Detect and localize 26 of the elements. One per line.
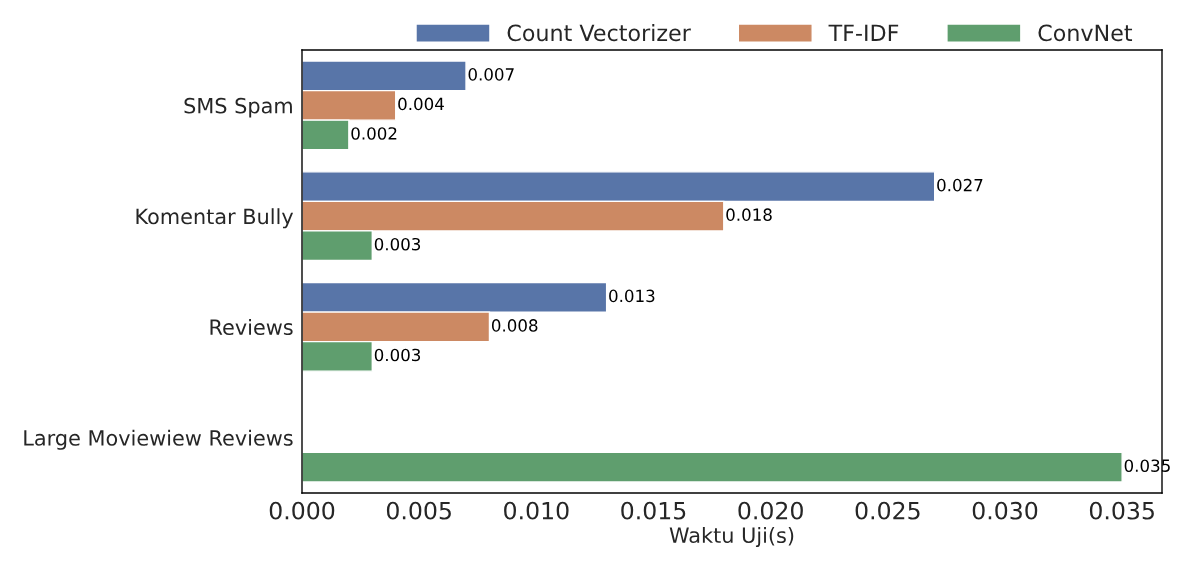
data-label: 0.004	[398, 97, 444, 111]
x-axis-title: Waktu Uji(s)	[669, 526, 794, 548]
data-label: 0.008	[491, 319, 538, 332]
data-label: 0.002	[351, 127, 397, 140]
data-label: 0.003	[374, 348, 421, 362]
x-tick-label: 0.015	[621, 501, 686, 520]
data-label: 0.013	[609, 289, 655, 303]
bar	[302, 451, 1123, 483]
x-tick-label: 0.005	[386, 501, 451, 520]
legend-label: Count Vectorizer	[507, 24, 691, 42]
legend-label: TF-IDF	[828, 24, 899, 41]
y-tick-label: Reviews	[210, 318, 293, 336]
data-label: 0.018	[726, 208, 772, 221]
x-tick-label: 0.020	[738, 501, 803, 520]
data-label: 0.027	[937, 178, 983, 192]
x-tick-label: 0.000	[269, 501, 335, 520]
y-tick-label: Large Moviewiew Reviews	[24, 429, 293, 450]
y-tick-label: SMS Spam	[184, 97, 292, 118]
x-tick-label: 0.030	[972, 501, 1038, 520]
x-tick-label: 0.010	[504, 501, 569, 520]
data-label: 0.003	[374, 237, 421, 251]
x-tick-label: 0.035	[1089, 501, 1154, 520]
y-tick-label: Komentar Bully	[136, 208, 294, 229]
legend-label: ConvNet	[1038, 24, 1133, 42]
x-tick-label: 0.025	[855, 501, 920, 520]
data-label: 0.007	[468, 68, 514, 81]
